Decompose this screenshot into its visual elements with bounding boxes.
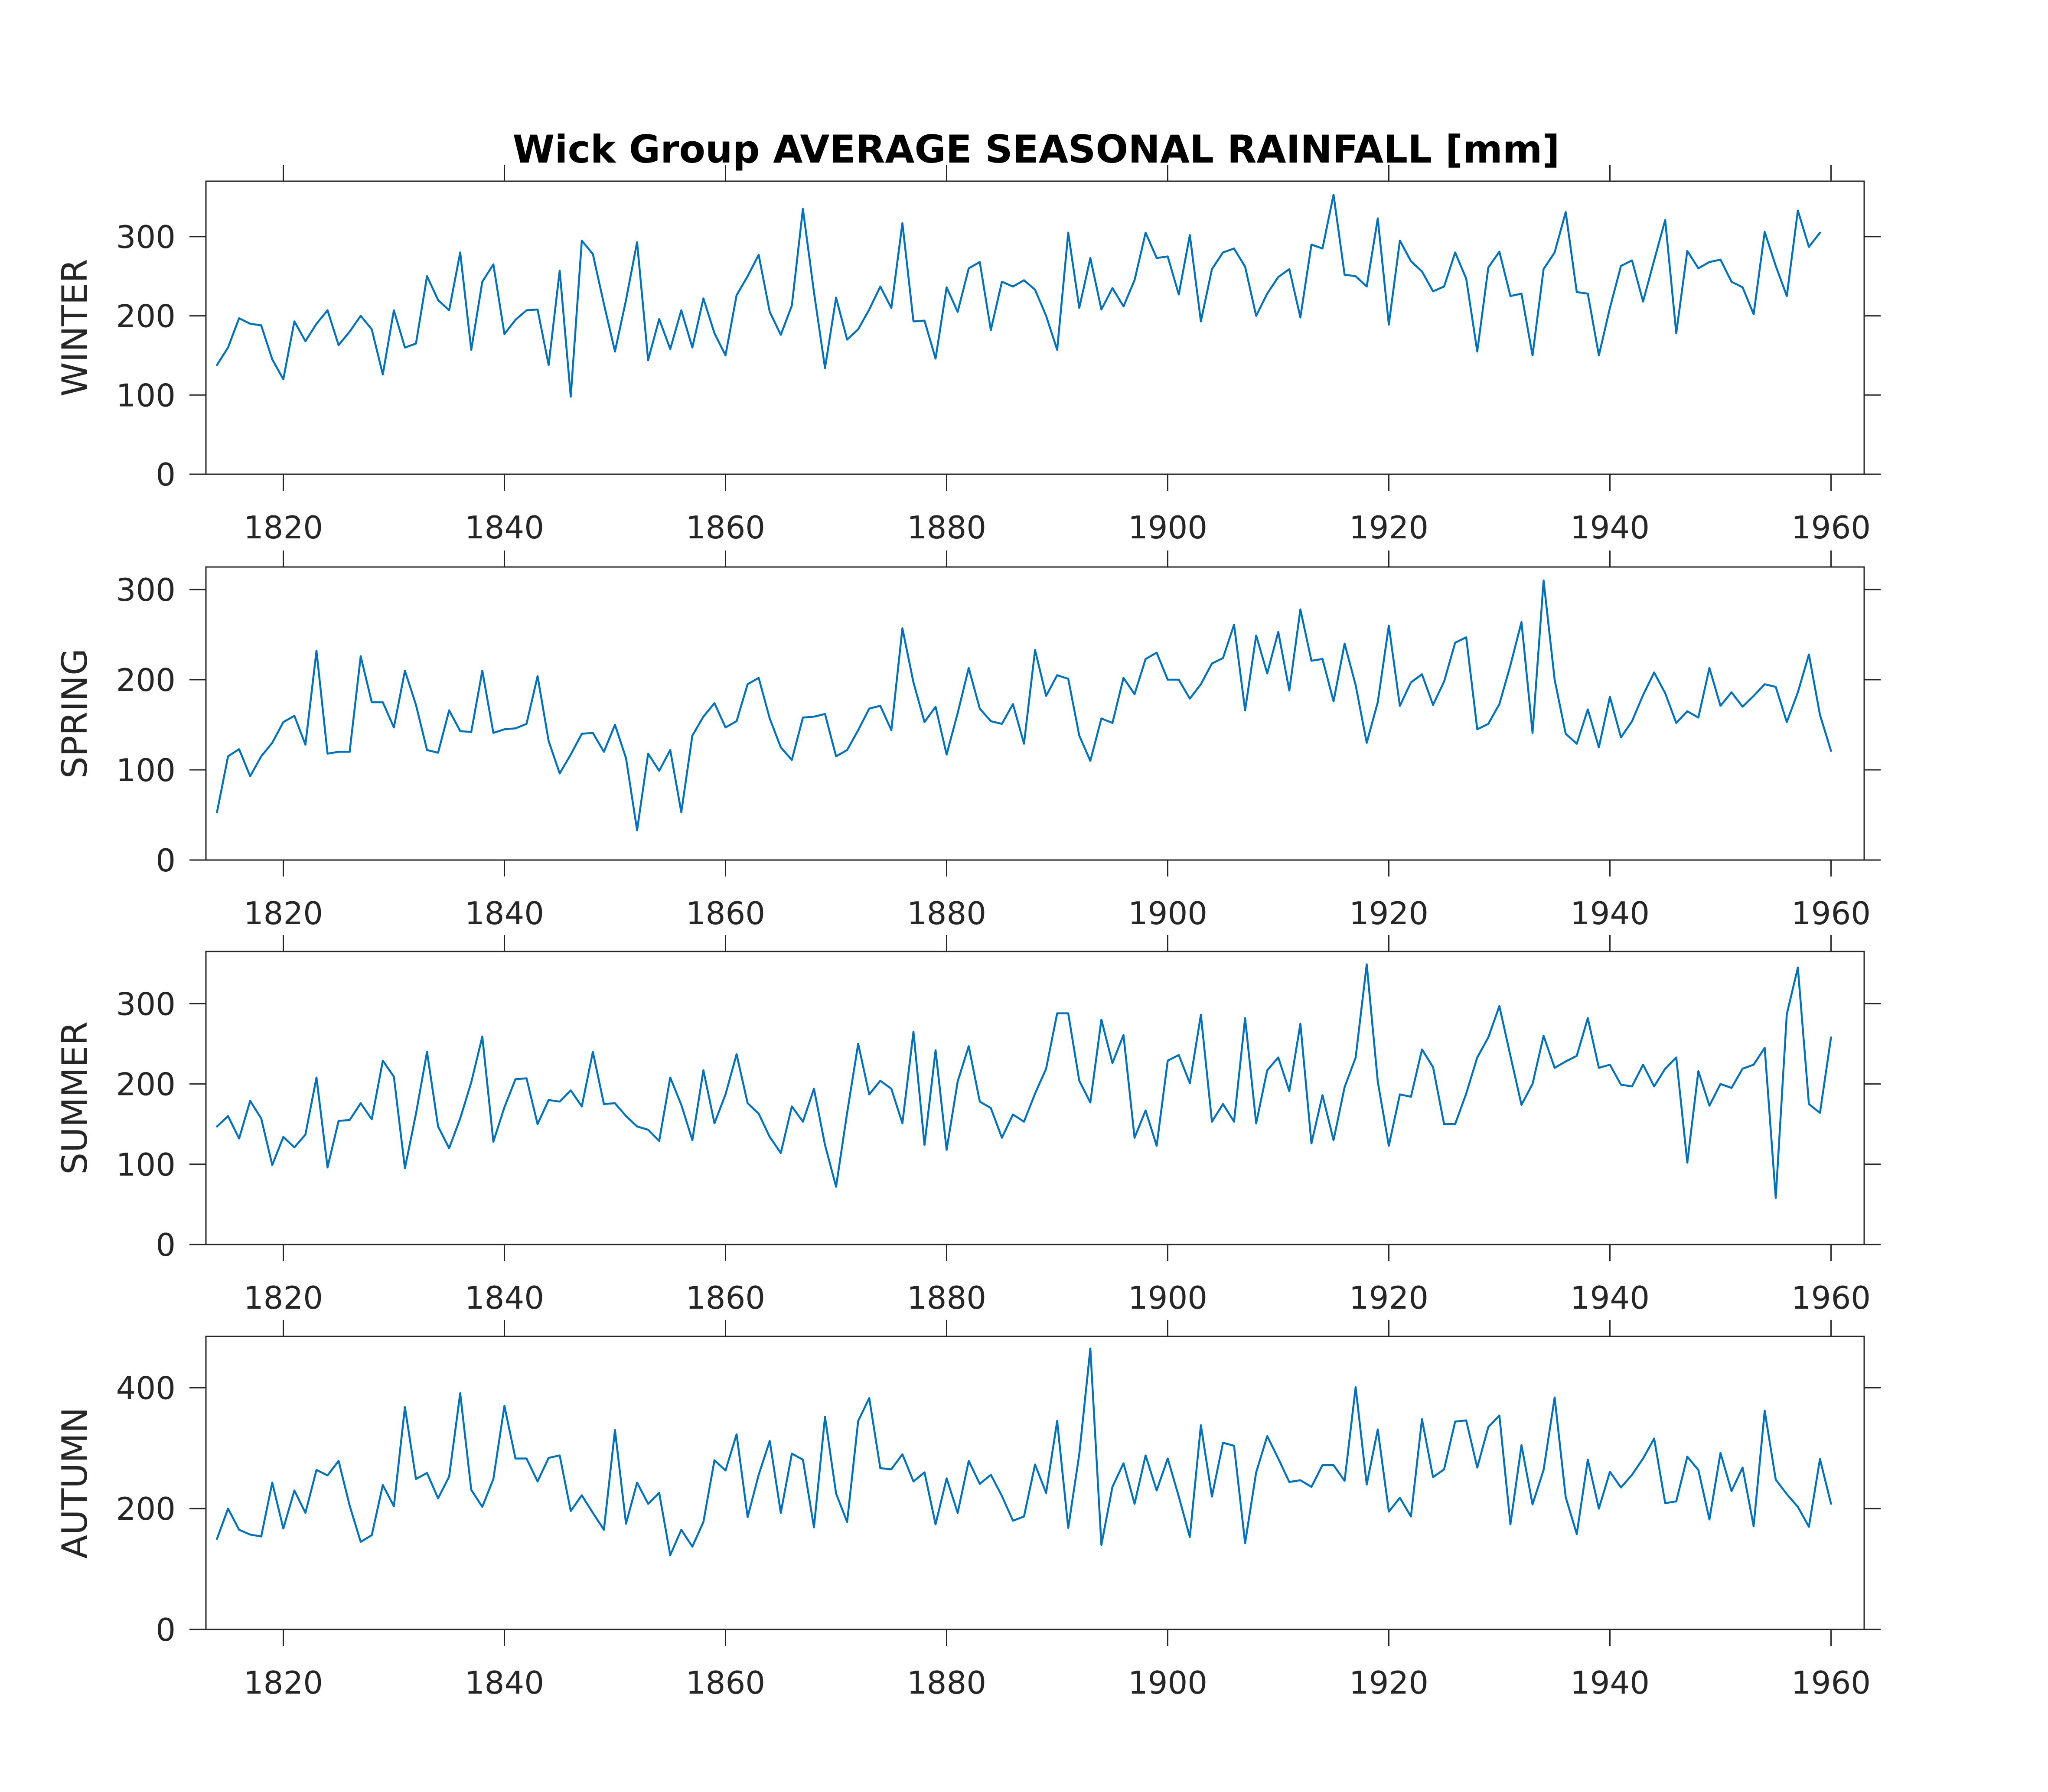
y-tick-label: 200 [116,1491,176,1527]
y-tick-label: 0 [156,1612,176,1648]
y-tick-label: 200 [116,1066,176,1103]
x-tick-label: 1860 [686,1280,765,1316]
panel-winter: 1820 1840 1860 1880 1900 1920 1940 1960 0 100 200 3… [55,165,1881,546]
x-tick-label: 1880 [907,1280,986,1316]
y-axis-label-autumn: AUTUMN [55,1407,95,1559]
series-line-winter [216,193,1821,398]
series-line-autumn [216,1347,1832,1556]
y-tick-label: 300 [116,219,176,255]
y-tick-label: 100 [116,377,176,414]
x-tick-label: 1960 [1791,1665,1871,1701]
y-tick-label: 0 [156,842,176,879]
x-tick-label: 1920 [1349,895,1428,932]
x-tick-label: 1940 [1570,509,1650,546]
y-tick-label: 0 [156,1227,176,1263]
y-axis-label-spring: SPRING [55,648,95,779]
x-tick-label: 1840 [465,1665,544,1701]
x-tick-label: 1880 [907,1665,986,1701]
x-tick-label: 1920 [1349,1280,1428,1316]
y-axis-label-winter: WINTER [55,259,95,397]
x-tick-label: 1960 [1791,895,1871,932]
x-tick-label: 1940 [1570,1280,1650,1316]
y-tick-label: 400 [116,1370,176,1406]
x-tick-label: 1840 [465,509,544,546]
axes-box-autumn [205,1336,1865,1630]
y-axis-label-summer: SUMMER [55,1021,95,1175]
y-tick-label: 100 [116,1147,176,1183]
y-tick-label: 100 [116,752,176,788]
x-tick-label: 1900 [1128,1280,1207,1316]
x-tick-label: 1860 [686,895,765,932]
x-tick-label: 1940 [1570,1665,1650,1701]
x-tick-label: 1920 [1349,509,1428,546]
subplot-panels: 1820 1840 1860 1880 1900 1920 1940 1960 0 100 200 3… [55,165,1881,1701]
axes-box-winter [205,180,1865,475]
x-tick-label: 1960 [1791,509,1871,546]
chart-title: Wick Group AVERAGE SEASONAL RAINFALL [mm… [512,127,1559,172]
axes-box-spring [205,566,1865,861]
y-tick-label: 300 [116,986,176,1022]
x-tick-label: 1820 [244,895,323,932]
y-tick-label: 200 [116,662,176,698]
y-tick-label: 0 [156,456,176,493]
y-tick-label: 200 [116,298,176,335]
x-tick-label: 1820 [244,1280,323,1316]
series-line-spring [216,579,1832,831]
panel-summer: 1820 1840 1860 1880 1900 1920 1940 1960 0 100 200 3… [55,935,1881,1316]
x-tick-label: 1940 [1570,895,1650,932]
x-tick-label: 1900 [1128,509,1207,546]
x-tick-label: 1860 [686,509,765,546]
series-line-summer [216,963,1832,1199]
x-tick-label: 1900 [1128,1665,1207,1701]
y-tick-label: 300 [116,572,176,608]
panel-spring: 1820 1840 1860 1880 1900 1920 1940 1960 0 100 200 3… [55,551,1881,932]
x-tick-label: 1820 [244,509,323,546]
x-tick-label: 1820 [244,1665,323,1701]
axes-box-summer [205,951,1865,1245]
x-tick-label: 1840 [465,1280,544,1316]
x-tick-label: 1880 [907,509,986,546]
x-tick-label: 1840 [465,895,544,932]
x-tick-label: 1860 [686,1665,765,1701]
x-tick-label: 1960 [1791,1280,1871,1316]
x-tick-label: 1880 [907,895,986,932]
x-tick-label: 1920 [1349,1665,1428,1701]
x-tick-label: 1900 [1128,895,1207,932]
panel-autumn: 1820 1840 1860 1880 1900 1920 1940 1960 0 200 400 A… [55,1320,1881,1701]
